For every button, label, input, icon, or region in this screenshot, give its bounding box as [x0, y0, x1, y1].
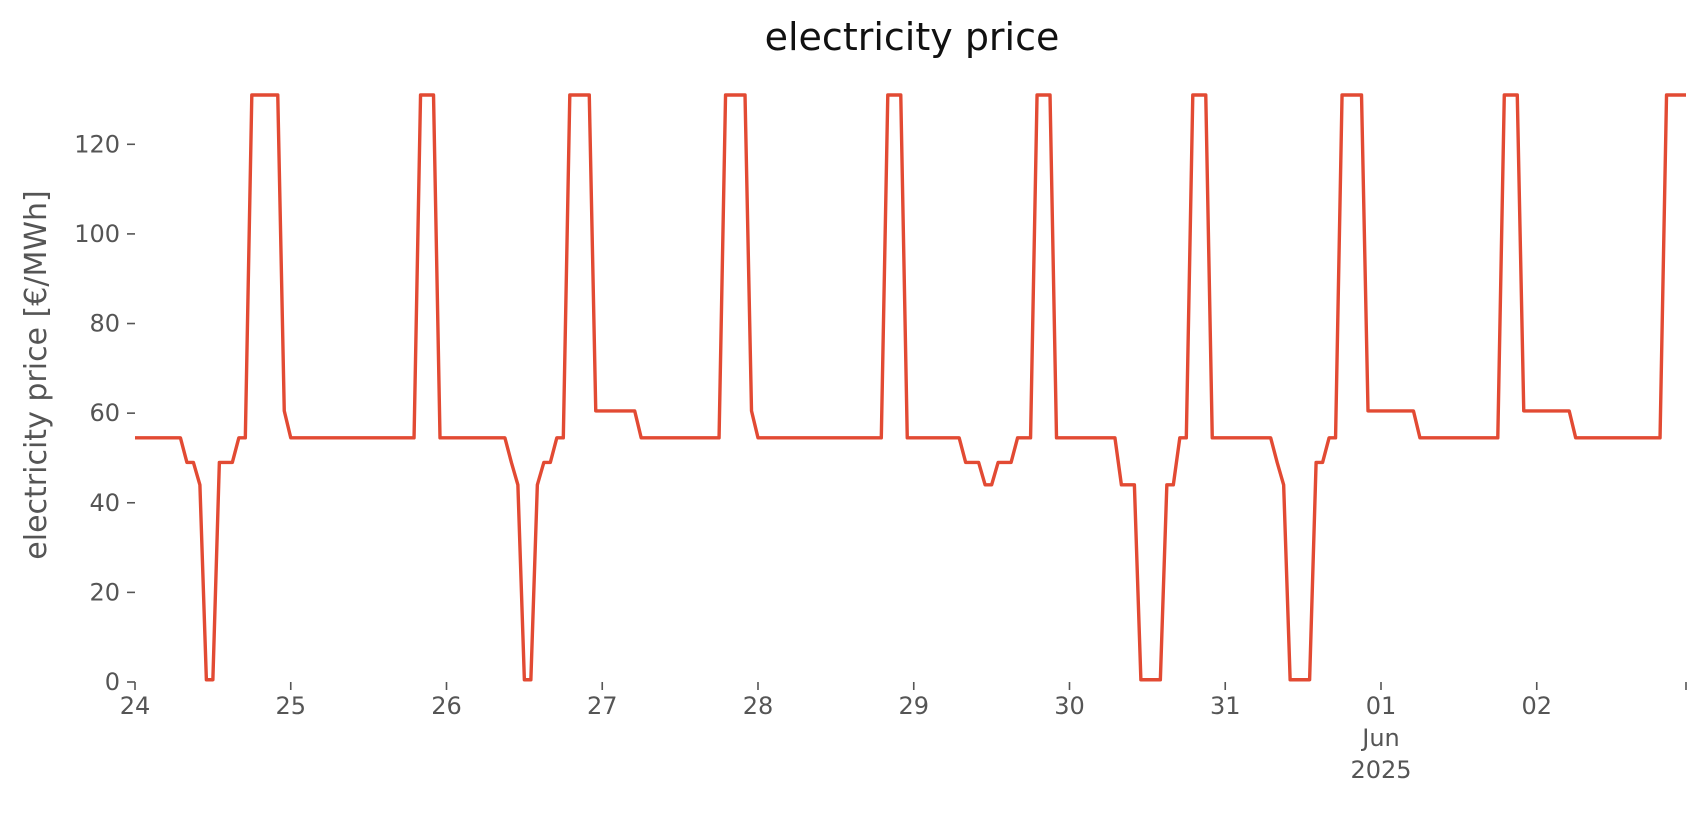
- price-series-line: [135, 93, 1686, 682]
- y-tick-label: 20: [89, 578, 120, 606]
- x-tick-sublabel: Jun: [1360, 724, 1400, 752]
- y-tick-label: 40: [89, 489, 120, 517]
- x-tick-label: 26: [431, 692, 462, 720]
- y-tick-label: 120: [74, 130, 120, 158]
- x-tick-label: 02: [1521, 692, 1552, 720]
- x-tick-sublabel: 2025: [1350, 756, 1411, 784]
- x-tick-label: 27: [587, 692, 618, 720]
- y-tick-label: 60: [89, 399, 120, 427]
- x-tick-label: 29: [898, 692, 929, 720]
- y-tick-label: 100: [74, 220, 120, 248]
- x-tick-label: 31: [1210, 692, 1241, 720]
- y-axis: 0 20 40 60 80 100 120: [74, 130, 135, 696]
- x-tick-label: 30: [1054, 692, 1085, 720]
- x-axis: 24 25 26 27 28 29 30 31 01 Jun 2025 02: [120, 682, 1687, 784]
- chart-title: electricity price: [765, 15, 1060, 59]
- plot-area: [135, 93, 1686, 682]
- x-tick-label: 01: [1366, 692, 1397, 720]
- y-tick-label: 0: [105, 668, 120, 696]
- x-tick-label: 28: [743, 692, 774, 720]
- x-tick-label: 24: [120, 692, 151, 720]
- x-tick-label: 25: [275, 692, 306, 720]
- y-tick-label: 80: [89, 310, 120, 338]
- y-axis-label: electricity price [€/MWh]: [19, 190, 54, 559]
